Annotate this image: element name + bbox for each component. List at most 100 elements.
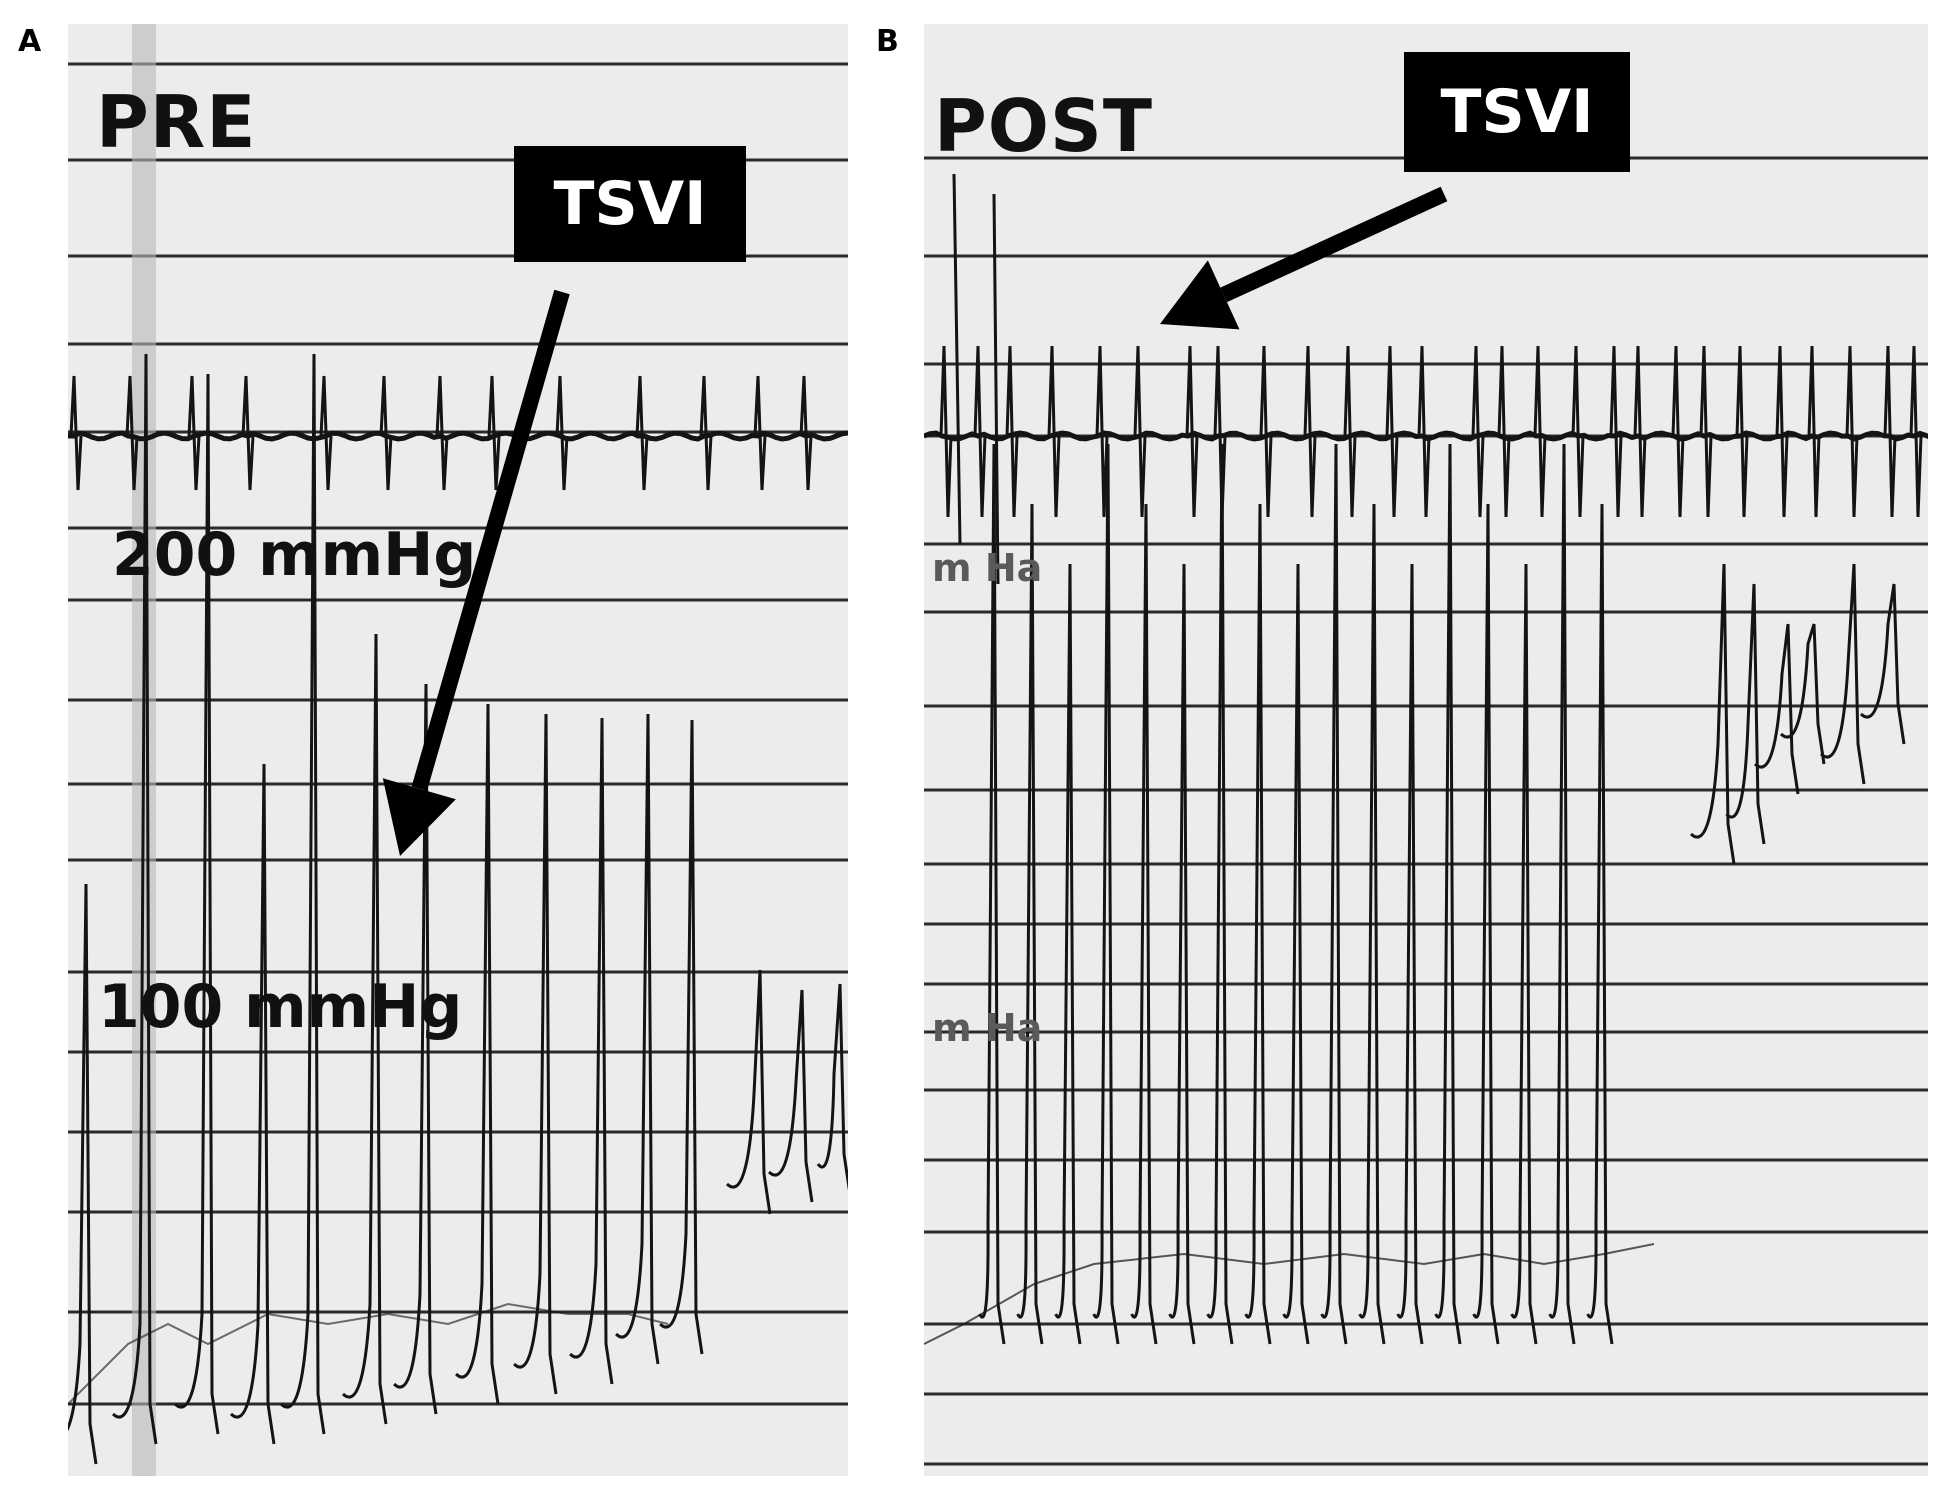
ecg-spike bbox=[973, 345, 987, 518]
ecg-spike bbox=[1699, 345, 1713, 518]
pressure-beat bbox=[816, 983, 848, 1191]
panel-b-arrow-head bbox=[1160, 260, 1240, 330]
panel-a-pressure-100-label: 100 mmHg bbox=[98, 972, 463, 1042]
pressure-beat bbox=[659, 719, 704, 1355]
pressure-beat bbox=[1244, 503, 1272, 1345]
pressure-beat bbox=[1168, 563, 1196, 1345]
panel-a-callout-box: TSVI bbox=[514, 146, 746, 262]
ecg-spike bbox=[1609, 345, 1623, 518]
panel-a-condition-label: PRE bbox=[96, 80, 257, 164]
pressure-beat bbox=[1396, 563, 1424, 1345]
pressure-beat bbox=[68, 883, 98, 1465]
pressure-beat bbox=[1586, 503, 1614, 1345]
ecg-spike bbox=[753, 375, 767, 491]
ecg-spike bbox=[487, 375, 501, 491]
panel-a-arrow-shaft bbox=[411, 289, 570, 791]
pressure-beat bbox=[1510, 563, 1538, 1345]
ecg-spike bbox=[379, 375, 393, 491]
ecg-spike bbox=[1343, 345, 1357, 518]
ecg-spike bbox=[435, 375, 449, 491]
pressure-beat bbox=[1206, 443, 1234, 1345]
panel-a-pressure-200-label: 200 mmHg bbox=[112, 520, 477, 590]
ecg-spike bbox=[1185, 345, 1199, 518]
ecg-tall-artifact bbox=[952, 173, 962, 545]
pressure-beat bbox=[279, 353, 326, 1435]
ecg-spike bbox=[1883, 345, 1897, 518]
ecg-spike bbox=[1845, 345, 1859, 518]
ecg-spike bbox=[1775, 345, 1789, 518]
pressure-beat bbox=[111, 353, 158, 1445]
ecg-spike bbox=[1633, 345, 1647, 518]
ecg-spike bbox=[187, 375, 201, 491]
pressure-beat bbox=[173, 373, 220, 1435]
ecg-spike bbox=[1417, 345, 1431, 518]
ecg-spike bbox=[69, 375, 83, 491]
ecg-spike bbox=[1047, 345, 1061, 518]
pressure-beat bbox=[1092, 443, 1120, 1345]
panel-a-letter: A bbox=[18, 24, 42, 59]
ecg-spike bbox=[1671, 345, 1685, 518]
pressure-beat bbox=[1859, 583, 1906, 745]
ecg-spike bbox=[319, 375, 333, 491]
panel-a-arrow-head bbox=[382, 778, 456, 856]
pressure-beat bbox=[1819, 563, 1866, 785]
ecg-spike bbox=[1303, 345, 1317, 518]
ecg-spike bbox=[1005, 345, 1019, 518]
ecg-spike bbox=[939, 345, 953, 518]
ecg-spike bbox=[1133, 345, 1147, 518]
pressure-floor bbox=[924, 1243, 1655, 1345]
panel-a-recording: PRE TSVI 200 mmHg 100 mmHg bbox=[68, 24, 848, 1476]
pressure-beat bbox=[569, 717, 614, 1385]
pressure-floor bbox=[68, 1302, 669, 1405]
ecg-spike bbox=[1571, 345, 1585, 518]
ecg-spike bbox=[635, 375, 649, 491]
panel-b-letter: B bbox=[876, 24, 899, 59]
ecg-baseline bbox=[68, 430, 848, 442]
pressure-beat bbox=[1779, 623, 1826, 765]
ecg-spike bbox=[1095, 345, 1109, 518]
pressure-beat bbox=[725, 969, 772, 1215]
pressure-beat bbox=[615, 713, 660, 1365]
pressure-beat bbox=[978, 443, 1006, 1345]
panel-b-callout-box: TSVI bbox=[1404, 52, 1630, 172]
pressure-beat bbox=[1725, 583, 1766, 845]
ecg-spike bbox=[241, 375, 255, 491]
ecg-spike bbox=[1385, 345, 1399, 518]
pressure-beat bbox=[455, 703, 500, 1405]
pressure-beat bbox=[767, 989, 814, 1203]
pressure-beat bbox=[393, 683, 438, 1415]
ecg-spike bbox=[1471, 345, 1485, 518]
pressure-beat bbox=[341, 633, 388, 1425]
pressure-beat bbox=[1320, 443, 1348, 1345]
ecg-spike bbox=[1497, 345, 1511, 518]
pressure-beat bbox=[1753, 623, 1800, 795]
pressure-beat bbox=[229, 763, 276, 1445]
ecg-spike bbox=[1533, 345, 1547, 518]
pressure-beat bbox=[1054, 563, 1082, 1345]
pressure-beat bbox=[513, 713, 558, 1395]
panel-b-arrow-shaft bbox=[1220, 186, 1448, 303]
panel-b-recording: POST TSVI m Ha m Ha bbox=[924, 24, 1928, 1476]
panel-b-condition-label: POST bbox=[934, 84, 1153, 168]
panel-b-trace-canvas bbox=[924, 156, 1928, 1466]
ecg-spike bbox=[1909, 345, 1923, 518]
pressure-beat bbox=[1358, 503, 1386, 1345]
ecg-spike bbox=[555, 375, 569, 491]
pressure-beat bbox=[1689, 563, 1736, 865]
panel-b-pressure-low-label: m Ha bbox=[932, 1006, 1043, 1050]
panel-b-pressure-high-label: m Ha bbox=[932, 546, 1043, 590]
ecg-spike bbox=[799, 375, 813, 491]
pressure-beat bbox=[1016, 503, 1044, 1345]
pressure-beat bbox=[1130, 503, 1158, 1345]
pressure-beat bbox=[1472, 503, 1500, 1345]
ecg-spike bbox=[1735, 345, 1749, 518]
pressure-beat bbox=[1548, 443, 1576, 1345]
ecg-tall-artifact bbox=[992, 193, 1000, 585]
panel-a-trace-canvas bbox=[68, 24, 848, 1476]
ecg-spike bbox=[699, 375, 713, 491]
ecg-spike bbox=[1259, 345, 1273, 518]
pressure-beat bbox=[1434, 443, 1462, 1345]
ecg-spike bbox=[1807, 345, 1821, 518]
ecg-spike bbox=[125, 375, 139, 491]
pressure-beat bbox=[1282, 563, 1310, 1345]
